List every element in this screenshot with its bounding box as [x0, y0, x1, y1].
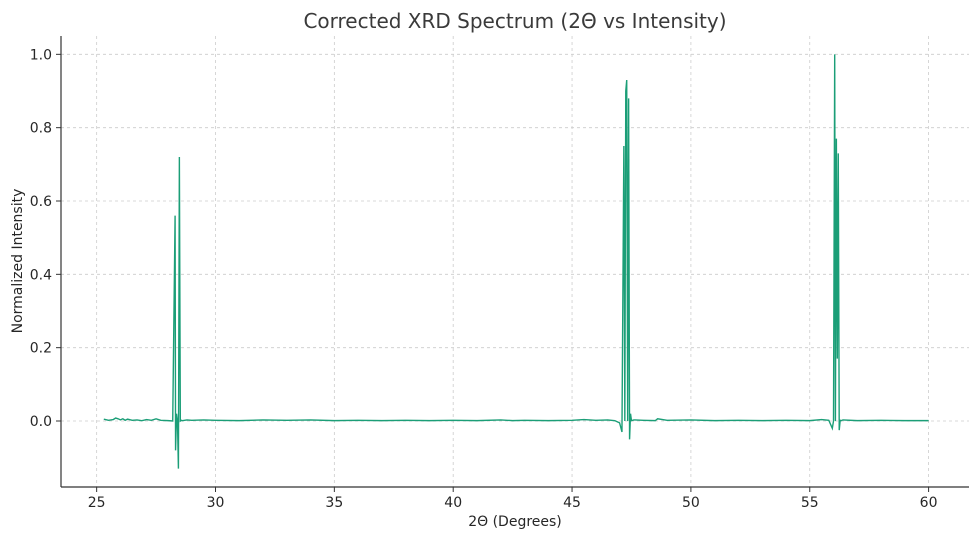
grid-layer — [61, 36, 969, 487]
x-tick-label: 30 — [207, 495, 225, 511]
axes-layer — [60, 36, 969, 488]
x-tick-label: 55 — [801, 495, 819, 511]
x-tick-label: 45 — [563, 495, 581, 511]
series-line — [103, 54, 929, 469]
y-tick-label: 1.0 — [30, 47, 52, 63]
y-tick-label: 0.0 — [30, 414, 52, 430]
x-axis-label: 2Θ (Degrees) — [468, 514, 562, 530]
series-layer — [103, 54, 929, 469]
y-tick-label: 0.4 — [30, 267, 52, 283]
y-tick-label: 0.2 — [30, 341, 52, 357]
y-tick-label: 0.8 — [30, 121, 52, 137]
x-tick-label: 50 — [682, 495, 700, 511]
x-tick-label: 25 — [88, 495, 106, 511]
x-tick-label: 40 — [444, 495, 462, 511]
x-tick-label: 60 — [920, 495, 938, 511]
chart-title: Corrected XRD Spectrum (2Θ vs Intensity) — [303, 9, 726, 33]
x-tick-label: 35 — [325, 495, 343, 511]
ticks-layer: 25 30 35 40 45 50 55 60 0.0 0.2 0.4 0.6 0.8 1.0 — [30, 47, 938, 511]
y-axis-label: Normalized Intensity — [10, 189, 26, 334]
y-tick-label: 0.6 — [30, 194, 52, 210]
